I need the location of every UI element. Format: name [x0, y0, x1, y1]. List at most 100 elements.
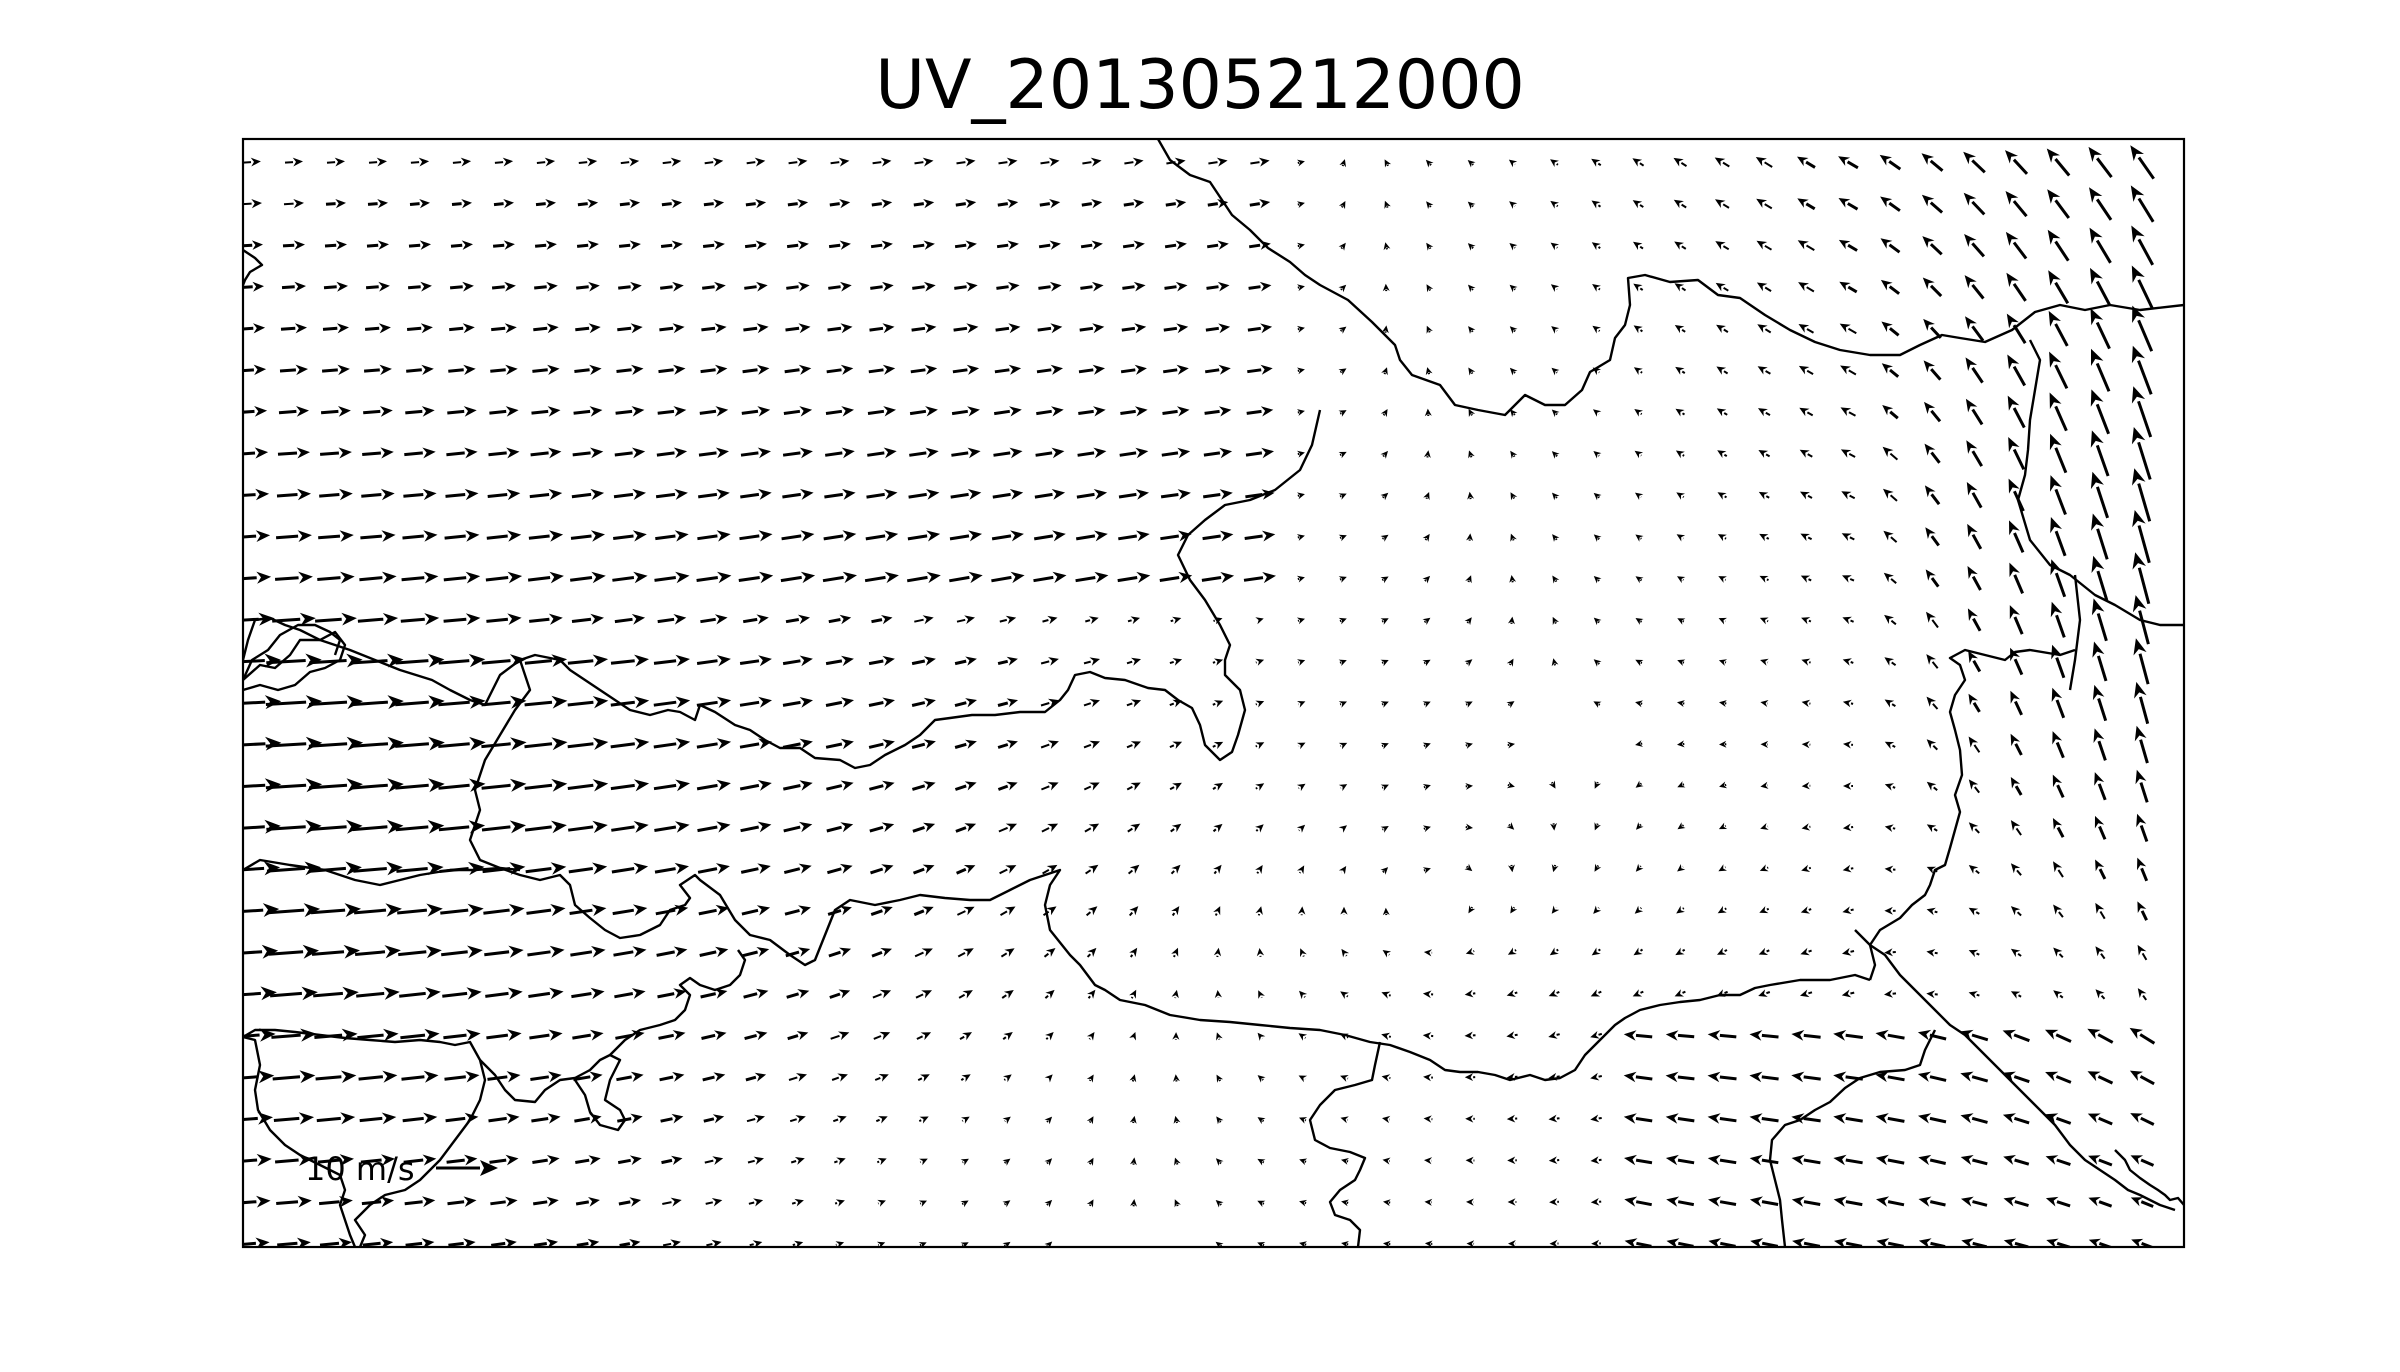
wind-arrow-shaft — [1160, 534, 1180, 541]
wind-arrow-shaft — [362, 1241, 381, 1247]
wind-arrow-shaft — [352, 659, 388, 665]
wind-arrow-shaft — [1888, 285, 1901, 295]
wind-arrow-head — [346, 819, 363, 834]
wind-arrow-shaft — [279, 368, 297, 373]
wind-arrow-head — [2053, 947, 2063, 957]
wind-arrow-shaft — [2012, 241, 2028, 260]
wind-arrow-head — [923, 697, 936, 708]
wind-arrow-head — [340, 1070, 357, 1083]
wind-arrow-shaft — [1003, 1244, 1007, 1247]
wind-arrow-head — [2008, 478, 2020, 494]
wind-arrow-shaft — [698, 908, 717, 916]
wind-arrow-head — [2050, 517, 2062, 534]
wind-arrow-shaft — [1719, 1117, 1737, 1123]
quiver-key-arrow-head — [480, 1160, 498, 1176]
wind-arrow-head — [1340, 1116, 1349, 1124]
wind-arrow-head — [465, 571, 481, 584]
wind-arrow-head — [1382, 1157, 1391, 1165]
wind-arrow-shaft — [1556, 204, 1559, 208]
wind-arrow-shaft — [738, 576, 760, 582]
wind-arrow-head — [2130, 1155, 2144, 1165]
wind-arrow-head — [1801, 617, 1811, 625]
wind-arrow-head — [2010, 991, 2021, 999]
wind-arrow-head — [1297, 242, 1305, 250]
wind-arrow-head — [671, 1113, 684, 1124]
wind-arrow-shaft — [1076, 492, 1095, 499]
wind-arrow-shaft — [485, 576, 509, 582]
wind-arrow-shaft — [2140, 867, 2149, 882]
wind-arrow-shaft — [1555, 496, 1558, 499]
wind-arrow-shaft — [359, 1116, 383, 1123]
wind-arrow-shaft — [825, 742, 843, 749]
wind-arrow-head — [1423, 450, 1431, 458]
wind-arrow-shaft — [1934, 910, 1938, 914]
wind-arrow-head — [590, 447, 604, 459]
wind-arrow-head — [1875, 1113, 1889, 1124]
wind-arrow-shaft — [613, 950, 634, 957]
wind-arrow-shaft — [319, 1241, 340, 1247]
wind-arrow-shaft — [785, 326, 800, 332]
wind-arrow-head — [1760, 658, 1769, 666]
wind-arrow-shaft — [438, 700, 470, 707]
wind-arrow-shaft — [1508, 663, 1512, 666]
wind-arrow-shaft — [740, 825, 760, 833]
wind-arrow-head — [628, 157, 640, 167]
wind-arrow-head — [919, 1158, 928, 1166]
wind-arrow-shaft — [403, 1158, 424, 1164]
wind-arrow-shaft — [1001, 994, 1007, 999]
wind-arrow-shaft — [1971, 200, 1986, 216]
wind-arrow-head — [1009, 489, 1024, 500]
wind-arrow-head — [1220, 572, 1235, 584]
wind-arrow-shaft — [2095, 198, 2113, 221]
wind-arrow-head — [1917, 1029, 1932, 1041]
wind-arrow-head — [1677, 618, 1686, 625]
wind-arrow-head — [1297, 409, 1305, 416]
wind-arrow-head — [1635, 576, 1644, 584]
wind-arrow-head — [1960, 1029, 1974, 1041]
wind-arrow-head — [1749, 1196, 1763, 1207]
wind-arrow-head — [1422, 867, 1431, 874]
wind-arrow-shaft — [367, 202, 378, 206]
wind-arrow-shaft — [744, 285, 757, 290]
wind-arrow-head — [1175, 240, 1187, 250]
wind-arrow-head — [1297, 325, 1305, 333]
wind-arrow-head — [1006, 157, 1018, 167]
wind-arrow-shaft — [1248, 285, 1261, 290]
wind-arrow-head — [1632, 989, 1643, 997]
wind-arrow-head — [1007, 240, 1019, 250]
wind-arrow-head — [387, 736, 404, 751]
wind-arrow-head — [1759, 906, 1769, 914]
wind-arrow-head — [675, 696, 691, 709]
wind-arrow-head — [589, 1071, 603, 1083]
wind-arrow-head — [1051, 447, 1065, 459]
wind-arrow-head — [842, 488, 856, 500]
wind-arrow-shaft — [657, 409, 675, 415]
wind-arrow-head — [716, 488, 730, 500]
wind-arrow-head — [256, 1153, 272, 1167]
wind-arrow-head — [1510, 533, 1517, 542]
wind-arrow-head — [1176, 406, 1190, 417]
wind-arrow-head — [1635, 618, 1644, 625]
wind-arrow-head — [1092, 364, 1105, 375]
wind-arrow-head — [2094, 772, 2105, 786]
wind-arrow-head — [924, 364, 938, 375]
wind-arrow-shaft — [655, 908, 676, 916]
wind-arrow-shaft — [1471, 330, 1474, 333]
wind-arrow-head — [631, 406, 645, 417]
wind-arrow-shaft — [1929, 243, 1943, 256]
wind-arrow-head — [878, 1116, 888, 1124]
wind-arrow-head — [629, 1155, 642, 1166]
wind-arrow-head — [837, 1073, 848, 1082]
wind-arrow-shaft — [619, 1242, 631, 1247]
wind-arrow-shaft — [1161, 451, 1179, 457]
wind-arrow-shaft — [1805, 202, 1816, 211]
wind-arrow-shaft — [282, 243, 295, 248]
wind-arrow-shaft — [916, 1035, 924, 1040]
wind-arrow-head — [1213, 823, 1223, 833]
wind-arrow-head — [1757, 366, 1768, 375]
wind-arrow-head — [1551, 658, 1559, 667]
wind-arrow-shaft — [658, 368, 674, 374]
wind-arrow-head — [714, 1030, 727, 1041]
wind-arrow-head — [1548, 989, 1559, 997]
wind-arrow-shaft — [1640, 661, 1643, 665]
